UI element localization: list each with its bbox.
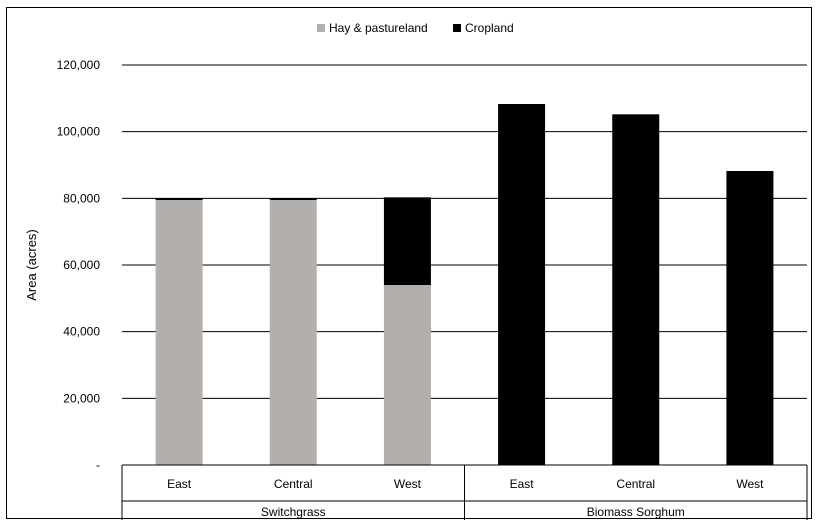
x-tick-label: East: [167, 477, 192, 491]
legend-label: Cropland: [465, 21, 514, 35]
y-axis-title: Area (acres): [24, 229, 39, 301]
y-tick-label: 60,000: [63, 258, 100, 272]
bar-segment-cropland: [269, 198, 317, 200]
legend-swatch: [317, 24, 325, 32]
x-tick-label: West: [394, 477, 422, 491]
group-label: Switchgrass: [261, 505, 326, 519]
y-tick-label: 80,000: [63, 191, 100, 205]
bar-segment-cropland: [726, 171, 774, 465]
x-tick-label: Central: [616, 477, 655, 491]
chart-frame: - 20,000 40,000 60,000 80,000 100,000 120,000 A…: [6, 7, 812, 520]
bar-segment-cropland: [155, 198, 203, 200]
bar-segment-cropland: [498, 104, 546, 465]
bar-segment-hay-pastureland: [269, 200, 317, 465]
legend-swatch: [453, 24, 461, 32]
stacked-bar-chart: - 20,000 40,000 60,000 80,000 100,000 120,000 A…: [24, 21, 808, 520]
y-tick-label: -: [96, 458, 100, 472]
y-tick-label: 120,000: [57, 58, 101, 72]
bar-segment-hay-pastureland: [383, 285, 431, 465]
legend-label: Hay & pastureland: [329, 21, 428, 35]
group-label: Biomass Sorghum: [587, 505, 685, 519]
x-tick-label: Central: [274, 477, 313, 491]
y-tick-label: 40,000: [63, 325, 100, 339]
x-tick-label: West: [736, 477, 764, 491]
bar-segment-cropland: [383, 197, 431, 285]
y-tick-label: 100,000: [57, 125, 101, 139]
bar-segment-cropland: [612, 114, 660, 465]
x-tick-label: East: [510, 477, 535, 491]
bar-segment-hay-pastureland: [155, 200, 203, 465]
y-tick-label: 20,000: [63, 391, 100, 405]
